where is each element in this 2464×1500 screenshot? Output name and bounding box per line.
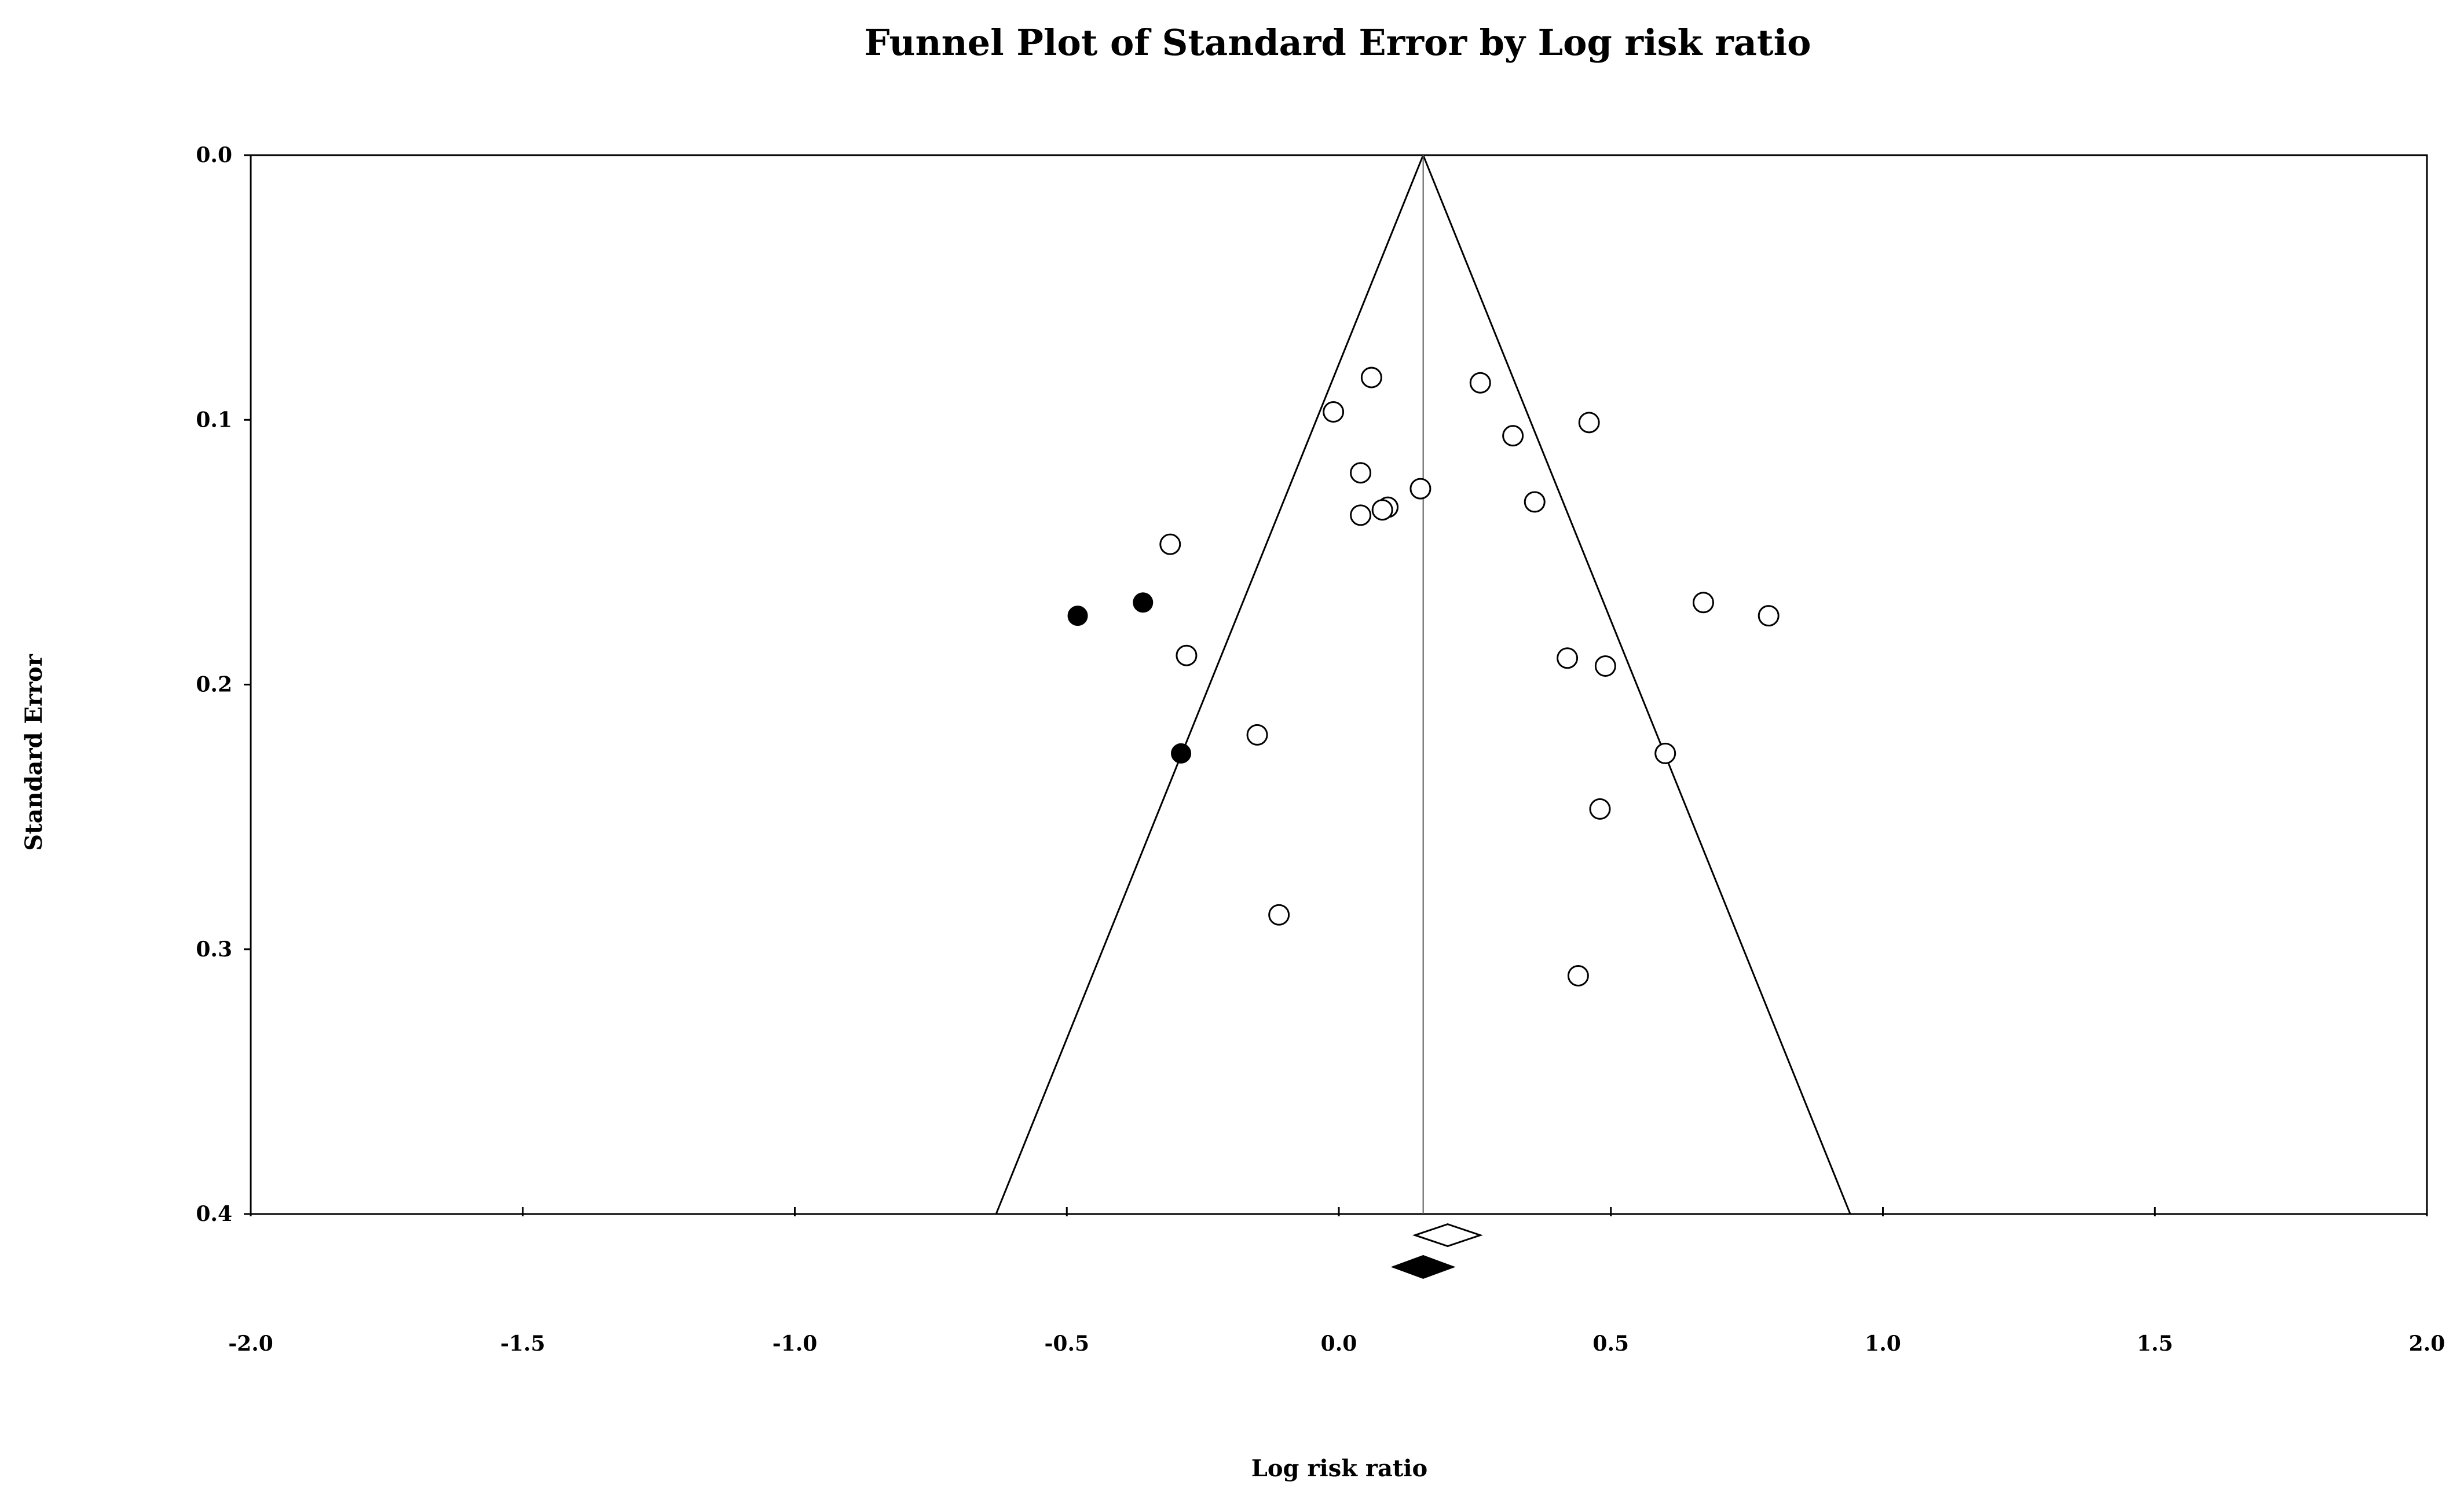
observed-study-point (1557, 647, 1579, 669)
observed-study-point (1502, 425, 1524, 447)
x-tick-label: 2.0 (2409, 1332, 2445, 1356)
observed-study-point (1350, 462, 1372, 484)
observed-study-point (1654, 742, 1676, 764)
x-tick-label: -0.5 (1044, 1332, 1089, 1356)
y-tick-label: 0.1 (196, 408, 232, 432)
x-axis-ticks: -2.0 -1.5 -1.0 -0.5 0.0 0.5 1.0 1.5 2.0 (228, 1207, 2445, 1356)
imputed-study-point (1171, 743, 1192, 764)
chart-title: Funnel Plot of Standard Error by Log ris… (865, 21, 1811, 64)
observed-study-point (1758, 605, 1780, 627)
observed-study-point (1246, 724, 1268, 746)
observed-study-point (1176, 644, 1198, 666)
observed-estimate-diamond (1412, 1223, 1483, 1248)
y-tick-label: 0.0 (196, 143, 232, 167)
observed-study-point (1350, 504, 1372, 526)
x-tick-label: 1.0 (1865, 1332, 1901, 1356)
observed-study-point (1567, 964, 1589, 986)
x-tick-label: -2.0 (228, 1332, 273, 1356)
x-tick-label: 0.5 (1592, 1332, 1629, 1356)
funnel-right-line (1422, 155, 1851, 1215)
observed-study-point (1692, 592, 1714, 614)
observed-study-point (1409, 478, 1431, 500)
funnel-left-line (995, 155, 1425, 1215)
x-tick-label: -1.5 (500, 1332, 545, 1356)
adjusted-estimate-diamond (1390, 1255, 1456, 1279)
observed-study-point (1589, 798, 1611, 820)
funnel-lines (995, 155, 1851, 1215)
observed-study-point (1469, 372, 1491, 394)
observed-study-point (1578, 412, 1600, 434)
y-tick-label: 0.3 (196, 937, 232, 962)
imputed-study-point (1067, 606, 1088, 626)
observed-study-point (1268, 904, 1290, 926)
y-axis-ticks: 0.0 0.1 0.2 0.3 0.4 (196, 143, 251, 1226)
observed-study-point (1360, 366, 1382, 388)
x-axis-label: Log risk ratio (1251, 1455, 1427, 1482)
x-tick-label: -1.0 (772, 1332, 818, 1356)
observed-study-point (1323, 401, 1345, 423)
x-tick-label: 0.0 (1321, 1332, 1357, 1356)
observed-study-point (1159, 533, 1181, 555)
observed-study-point (1524, 491, 1546, 513)
y-axis-label: Standard Error (20, 654, 47, 851)
observed-study-point (1371, 499, 1393, 521)
summary-diamonds (1390, 1223, 1483, 1279)
study-points (1067, 366, 1780, 986)
y-tick-label: 0.4 (196, 1202, 232, 1226)
x-tick-label: 1.5 (2137, 1332, 2173, 1356)
imputed-study-point (1133, 592, 1154, 613)
observed-study-point (1594, 655, 1616, 677)
y-tick-label: 0.2 (196, 673, 232, 697)
